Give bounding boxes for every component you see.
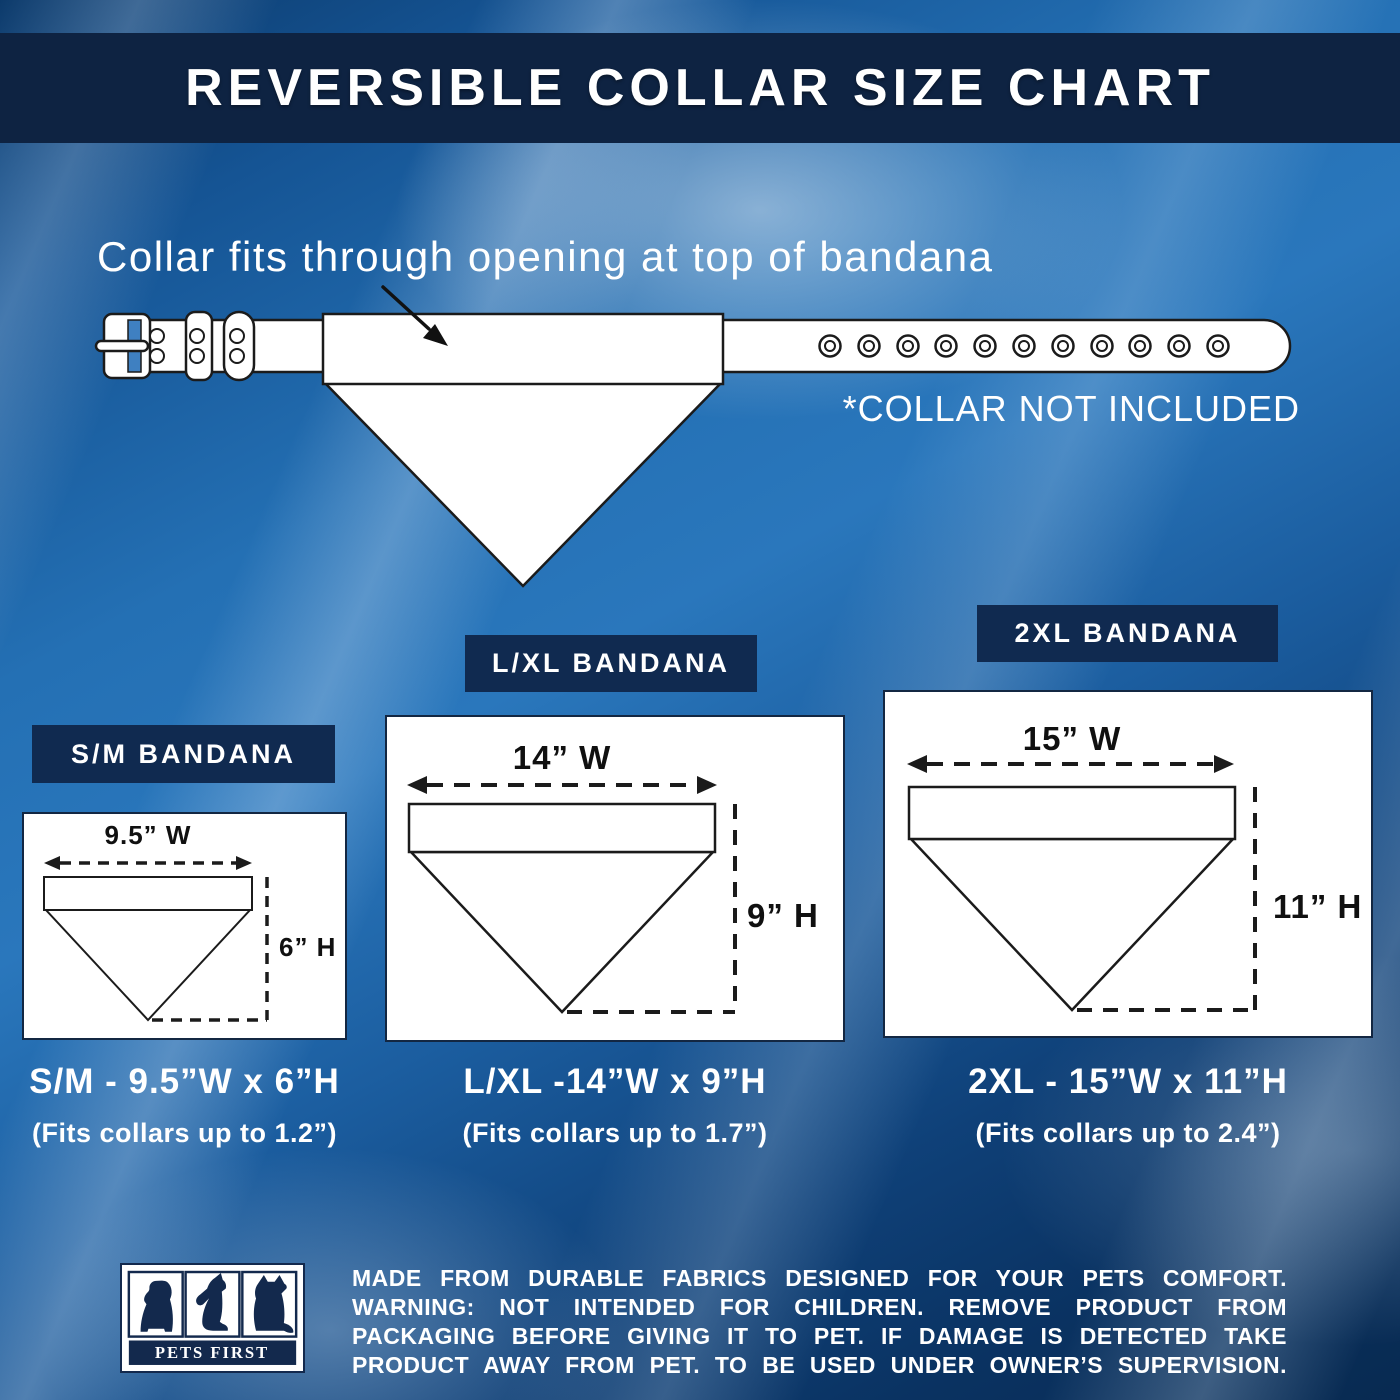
- xxl-width-arrow-icon: [907, 755, 1234, 773]
- page-title: REVERSIBLE COLLAR SIZE CHART: [185, 59, 1215, 117]
- xxl-caption: 2XL - 15”W x 11”H: [968, 1062, 1288, 1101]
- bandana-sleeve: [321, 312, 725, 386]
- logo-text-bar: [128, 1340, 297, 1365]
- collar-eyelets: [818, 334, 1230, 358]
- lxl-bandana-label: L/XL BANDANA: [465, 635, 757, 692]
- buckle-dee-loop: [222, 310, 256, 382]
- buckle-prong: [94, 339, 150, 353]
- strap-holes: [149, 328, 245, 364]
- xxl-height-value: 11” H: [1273, 888, 1363, 925]
- xxl-fits-note: (Fits collars up to 2.4”): [975, 1118, 1281, 1148]
- sm-width-value: 9.5” W: [104, 820, 192, 850]
- xxl-bandana-diagram: [907, 755, 1257, 1012]
- lxl-height-value: 9” H: [747, 897, 819, 934]
- xxl-bandana-panel: 15” W 11” H: [883, 690, 1373, 1038]
- collar-caption: Collar fits through opening at top of ba…: [97, 233, 994, 280]
- sm-triangle: [43, 909, 253, 1022]
- logo-text: PETS FIRST: [155, 1343, 269, 1362]
- pointer-arrow-icon: [381, 285, 448, 346]
- lxl-fits-note: (Fits collars up to 1.7”): [462, 1118, 768, 1148]
- sm-caption: S/M - 9.5”W x 6”H: [29, 1062, 340, 1101]
- lxl-bandana-panel: 14” W 9” H: [385, 715, 845, 1042]
- sm-fits-note: (Fits collars up to 1.2”): [31, 1118, 338, 1148]
- collar-illustration: [94, 285, 1292, 588]
- dog-silhouette-2: [196, 1272, 228, 1331]
- footer-line-3: PACKAGING BEFORE GIVING IT TO PET. IF DA…: [352, 1323, 1287, 1349]
- bandana-triangle: [322, 381, 724, 588]
- sm-sleeve: [43, 876, 253, 911]
- xxl-width-value: 15” W: [1022, 720, 1122, 757]
- collar-not-included-note: *COLLAR NOT INCLUDED: [842, 388, 1300, 429]
- lxl-width-value: 14” W: [512, 739, 612, 776]
- collar-buckle: [94, 310, 256, 382]
- buckle-keeper: [184, 310, 214, 382]
- lxl-triangle: [408, 850, 716, 1014]
- lxl-bandana-diagram: [407, 776, 737, 1014]
- header-band: REVERSIBLE COLLAR SIZE CHART: [0, 33, 1400, 143]
- pets-first-logo: PETS FIRST: [120, 1263, 305, 1373]
- footer-line-4: PRODUCT AWAY FROM PET. TO BE USED UNDER …: [352, 1352, 1287, 1378]
- pets-first-logo-art: PETS FIRST: [127, 1270, 298, 1365]
- dog-silhouette-3: [253, 1274, 294, 1333]
- sm-bandana-label: S/M BANDANA: [32, 725, 335, 783]
- sm-height-value: 6” H: [279, 932, 337, 962]
- footer-line-1: MADE FROM DURABLE FABRICS DESIGNED FOR Y…: [352, 1265, 1287, 1291]
- lxl-sleeve: [407, 802, 717, 854]
- sm-width-arrow-icon: [44, 856, 252, 870]
- sm-bandana-diagram: [43, 856, 269, 1022]
- xxl-bandana-label: 2XL BANDANA: [977, 605, 1278, 662]
- xxl-sleeve: [907, 785, 1237, 841]
- dog-silhouette-1: [140, 1280, 173, 1332]
- lxl-width-arrow-icon: [407, 776, 717, 794]
- xxl-triangle: [908, 837, 1236, 1012]
- footer-warning-text: MADE FROM DURABLE FABRICS DESIGNED FOR Y…: [352, 1264, 1287, 1380]
- sm-bandana-panel: 9.5” W 6” H: [22, 812, 347, 1040]
- footer-line-2: WARNING: NOT INTENDED FOR CHILDREN. REMO…: [352, 1294, 1287, 1320]
- lxl-caption: L/XL -14”W x 9”H: [463, 1062, 767, 1101]
